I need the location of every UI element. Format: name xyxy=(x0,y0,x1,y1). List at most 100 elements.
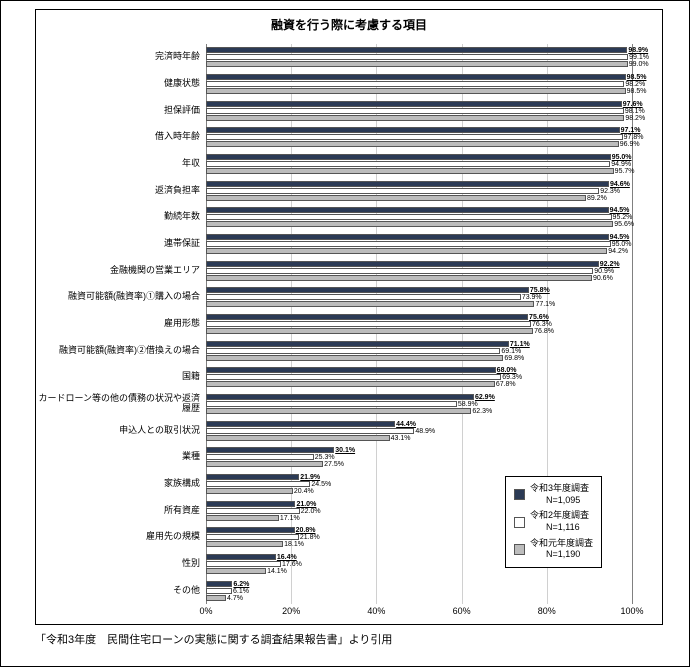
bar: 18.1% xyxy=(206,541,283,547)
category-label: 業種 xyxy=(36,452,206,462)
bar: 43.1% xyxy=(206,435,390,441)
bar: 99.1% xyxy=(206,54,628,60)
bar: 75.6% xyxy=(206,314,528,320)
bar-row: 62.9% xyxy=(206,394,632,400)
x-tick-label: 100% xyxy=(620,606,643,616)
value-label: 22.0% xyxy=(299,508,321,515)
value-label: 21.8% xyxy=(298,534,320,541)
bar-row: 76.8% xyxy=(206,328,632,334)
bar-row: 97.6% xyxy=(206,101,632,107)
value-label: 97.8% xyxy=(622,134,644,141)
report-page: 融資を行う際に考慮する項目 0%20%40%60%80%100% 完済時年齢98… xyxy=(0,0,690,667)
value-label: 90.6% xyxy=(591,275,613,282)
legend-text: 令和3年度調査N=1,095 xyxy=(530,483,589,506)
category-label: 借入時年齢 xyxy=(36,132,206,142)
bar: 98.5% xyxy=(206,88,626,94)
value-label: 95.2% xyxy=(611,214,633,221)
bar: 94.6% xyxy=(206,181,609,187)
bar: 73.9% xyxy=(206,294,521,300)
value-label: 67.8% xyxy=(494,381,516,388)
bar-row: 98.2% xyxy=(206,115,632,121)
bar-row: 27.5% xyxy=(206,461,632,467)
bar: 94.2% xyxy=(206,248,607,254)
value-label: 27.5% xyxy=(322,461,344,468)
bar-row: 75.6% xyxy=(206,314,632,320)
value-label: 97.6% xyxy=(621,101,643,108)
category-label: 担保評価 xyxy=(36,106,206,116)
bar-row: 95.0% xyxy=(206,241,632,247)
value-label: 95.0% xyxy=(610,154,632,161)
category-label: 申込人との取引状況 xyxy=(36,426,206,436)
legend-swatch xyxy=(514,544,525,555)
bar-row: 67.8% xyxy=(206,381,632,387)
bar: 98.2% xyxy=(206,115,624,121)
category-label: 雇用先の規模 xyxy=(36,532,206,542)
bar-set: 68.0%69.3%67.8% xyxy=(206,366,632,389)
bar-set: 92.2%90.9%90.6% xyxy=(206,259,632,282)
category-label: 健康状態 xyxy=(36,79,206,89)
category-group: 申込人との取引状況44.4%48.9%43.1% xyxy=(206,417,632,444)
value-label: 92.3% xyxy=(598,188,620,195)
value-label: 94.9% xyxy=(609,161,631,168)
x-tick-label: 20% xyxy=(282,606,300,616)
bar-row: 69.8% xyxy=(206,355,632,361)
bar-row: 43.1% xyxy=(206,435,632,441)
bar-set: 71.1%69.1%69.8% xyxy=(206,339,632,362)
legend-text: 令和元年度調査N=1,190 xyxy=(530,538,593,561)
bar: 94.9% xyxy=(206,161,610,167)
category-group: 融資可能額(融資率)②借換えの場合71.1%69.1%69.8% xyxy=(206,337,632,364)
bar: 4.7% xyxy=(206,595,226,601)
bar: 21.0% xyxy=(206,501,295,507)
bar: 69.8% xyxy=(206,355,503,361)
category-group: 健康状態98.5%98.2%98.5% xyxy=(206,71,632,98)
bar-row: 6.2% xyxy=(206,581,632,587)
bar: 90.9% xyxy=(206,268,593,274)
x-tick-label: 40% xyxy=(367,606,385,616)
bar: 76.8% xyxy=(206,328,533,334)
category-group: 勤続年数94.5%95.2%95.6% xyxy=(206,204,632,231)
bar-row: 95.6% xyxy=(206,221,632,227)
bar-row: 14.1% xyxy=(206,568,632,574)
value-label: 17.6% xyxy=(280,561,302,568)
value-label: 95.0% xyxy=(610,241,632,248)
value-label: 98.2% xyxy=(623,81,645,88)
bar: 17.1% xyxy=(206,515,279,521)
category-label: 国籍 xyxy=(36,372,206,382)
bar-row: 98.5% xyxy=(206,74,632,80)
value-label: 94.5% xyxy=(608,207,630,214)
bar-set: 98.5%98.2%98.5% xyxy=(206,73,632,96)
bar: 24.5% xyxy=(206,481,310,487)
bar: 71.1% xyxy=(206,341,509,347)
x-axis-labels: 0%20%40%60%80%100% xyxy=(206,606,632,620)
bar: 21.8% xyxy=(206,534,299,540)
legend-row: 令和元年度調査N=1,190 xyxy=(514,538,593,561)
bar: 94.5% xyxy=(206,207,609,213)
bar-row: 73.9% xyxy=(206,294,632,300)
category-label: 年収 xyxy=(36,159,206,169)
value-label: 6.2% xyxy=(231,581,249,588)
bar-set: 75.8%73.9%77.1% xyxy=(206,286,632,309)
bar-set: 44.4%48.9%43.1% xyxy=(206,419,632,442)
bar: 67.8% xyxy=(206,381,495,387)
bar-set: 97.6%98.1%98.2% xyxy=(206,99,632,122)
bar-row: 98.5% xyxy=(206,88,632,94)
value-label: 98.1% xyxy=(623,108,645,115)
bar-row: 6.1% xyxy=(206,588,632,594)
bar: 62.9% xyxy=(206,394,474,400)
bar-set: 97.1%97.8%96.9% xyxy=(206,126,632,149)
category-group: 返済負担率94.6%92.3%89.2% xyxy=(206,177,632,204)
value-label: 16.4% xyxy=(275,554,297,561)
value-label: 97.1% xyxy=(619,127,641,134)
bar-row: 92.3% xyxy=(206,188,632,194)
bar-row: 95.7% xyxy=(206,168,632,174)
bar: 76.3% xyxy=(206,321,531,327)
bar-row: 69.1% xyxy=(206,348,632,354)
bar: 89.2% xyxy=(206,195,586,201)
value-label: 98.9% xyxy=(626,47,648,54)
value-label: 62.3% xyxy=(470,408,492,415)
plot-area: 0%20%40%60%80%100% 完済時年齢98.9%99.1%99.0%健… xyxy=(206,44,632,604)
category-group: 国籍68.0%69.3%67.8% xyxy=(206,364,632,391)
value-label: 99.1% xyxy=(627,54,649,61)
bar-row: 30.1% xyxy=(206,447,632,453)
value-label: 18.1% xyxy=(282,541,304,548)
